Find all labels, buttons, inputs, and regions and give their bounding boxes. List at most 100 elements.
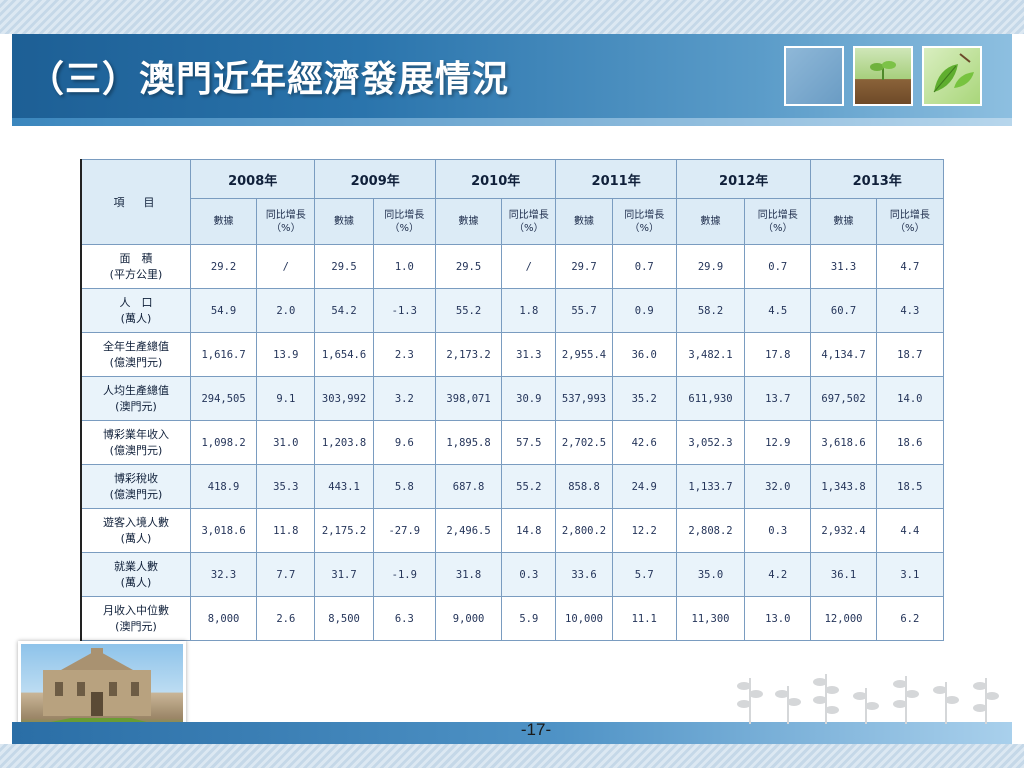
- table-row: 人 口 (萬人) 54.9 2.0 54.2 -1.3 55.2 1.8 55.7 0.9 58.2…: [79, 288, 945, 333]
- growth-value-cell: 7.7: [256, 552, 316, 597]
- subheader-row: 數據 同比增長 （%） 數據 同比增長 （%） 數據 同比增長 （%） 數據 同比增長…: [81, 198, 945, 245]
- growth-value-cell: 4.3: [875, 288, 945, 333]
- data-subheader: 數據: [434, 198, 503, 245]
- growth-value-cell: 2.3: [372, 332, 436, 377]
- growth-value-cell: 14.8: [501, 508, 557, 553]
- data-value-cell: 858.8: [555, 464, 613, 509]
- growth-value-cell: 0.3: [744, 508, 812, 553]
- growth-value-cell: 17.8: [744, 332, 812, 377]
- growth-value-cell: -27.9: [372, 508, 436, 553]
- leaf-image-icon: [922, 46, 982, 106]
- growth-value-cell: 4.2: [744, 552, 812, 597]
- row-unit: (平方公里): [109, 267, 163, 281]
- growth-value-cell: 24.9: [611, 464, 677, 509]
- growth-value-cell: 36.0: [611, 332, 677, 377]
- table-row: 博彩業年收入 (億澳門元) 1,098.2 31.0 1,203.8 9.6 1,895.8…: [79, 420, 945, 465]
- sprout-image-icon: [853, 46, 913, 106]
- row-label-cell: 人 口 (萬人): [79, 288, 191, 333]
- data-subheader: 數據: [675, 198, 746, 245]
- row-label: 遊客入境人數: [102, 515, 169, 529]
- growth-value-cell: 1.8: [501, 288, 557, 333]
- growth-subheader-line2: （%）: [514, 222, 544, 234]
- growth-value-cell: /: [501, 244, 557, 289]
- growth-value-cell: 3.2: [372, 376, 436, 421]
- data-subheader: 數據: [555, 198, 613, 245]
- growth-value-cell: 11.1: [611, 596, 677, 641]
- data-value-cell: 8,000: [189, 596, 258, 641]
- growth-value-cell: 12.9: [744, 420, 812, 465]
- growth-value-cell: 35.2: [611, 376, 677, 421]
- data-value-cell: 1,895.8: [434, 420, 503, 465]
- data-subheader: 數據: [314, 198, 374, 245]
- row-label-cell: 博彩業年收入 (億澳門元): [79, 420, 191, 465]
- growth-value-cell: 0.7: [611, 244, 677, 289]
- data-value-cell: 8,500: [314, 596, 374, 641]
- growth-subheader-line1: 同比增長: [624, 209, 665, 221]
- growth-value-cell: 4.4: [875, 508, 945, 553]
- data-value-cell: 36.1: [810, 552, 877, 597]
- growth-value-cell: -1.9: [372, 552, 436, 597]
- data-value-cell: 11,300: [675, 596, 746, 641]
- growth-value-cell: /: [256, 244, 316, 289]
- growth-subheader: 同比增長 （%）: [744, 198, 812, 245]
- table-body: 面 積 (平方公里) 29.2/29.5 1.0 29.5/29.7 0.7 29.9 0.7…: [79, 244, 945, 641]
- growth-value-cell: 55.2: [501, 464, 557, 509]
- growth-subheader-line2: （%）: [629, 222, 659, 234]
- growth-value-cell: 13.0: [744, 596, 812, 641]
- data-value-cell: 303,992: [314, 376, 374, 421]
- table-row: 就業人數 (萬人) 32.3 7.7 31.7 -1.9 31.8 0.3 33.6 5.7 35.…: [79, 552, 945, 597]
- row-label: 就業人數: [113, 559, 158, 573]
- year-header: 2013年: [810, 159, 944, 199]
- data-value-cell: 54.9: [189, 288, 258, 333]
- data-value-cell: 60.7: [810, 288, 877, 333]
- row-label: 博彩稅收: [113, 471, 158, 485]
- data-value-cell: 10,000: [555, 596, 613, 641]
- data-value-cell: 55.7: [555, 288, 613, 333]
- data-value-cell: 32.3: [189, 552, 258, 597]
- data-value-cell: 3,052.3: [675, 420, 746, 465]
- growth-value-cell: 42.6: [611, 420, 677, 465]
- data-value-cell: 1,203.8: [314, 420, 374, 465]
- data-value-cell: 2,702.5: [555, 420, 613, 465]
- data-value-cell: 1,616.7: [189, 332, 258, 377]
- growth-value-cell: 0.7: [744, 244, 812, 289]
- growth-subheader-line2: （%）: [763, 222, 793, 234]
- table-row: 人均生產總值 (澳門元) 294,505 9.1 303,992 3.2 398,071 30…: [79, 376, 945, 421]
- data-value-cell: 611,930: [675, 376, 746, 421]
- row-label-cell: 就業人數 (萬人): [79, 552, 191, 597]
- growth-value-cell: 13.7: [744, 376, 812, 421]
- data-value-cell: 29.5: [434, 244, 503, 289]
- growth-subheader-line2: （%）: [389, 222, 420, 234]
- thumbnail-plain-square: [784, 46, 844, 106]
- row-label: 全年生產總值: [102, 339, 169, 353]
- table-row: 遊客入境人數 (萬人) 3,018.6 11.8 2,175.2 -27.9 2,496.5…: [79, 508, 945, 553]
- data-value-cell: 2,955.4: [555, 332, 613, 377]
- data-value-cell: 29.9: [675, 244, 746, 289]
- row-label-cell: 人均生產總值 (澳門元): [79, 376, 191, 421]
- growth-value-cell: 13.9: [256, 332, 316, 377]
- data-value-cell: 443.1: [314, 464, 374, 509]
- data-value-cell: 3,018.6: [189, 508, 258, 553]
- data-value-cell: 2,175.2: [314, 508, 374, 553]
- growth-subheader-line1: 同比增長: [384, 209, 425, 221]
- data-value-cell: 55.2: [434, 288, 503, 333]
- row-unit: (億澳門元): [109, 443, 163, 457]
- row-label-cell: 全年生產總值 (億澳門元): [79, 332, 191, 377]
- data-subheader: 數據: [810, 198, 877, 245]
- data-value-cell: 2,932.4: [810, 508, 877, 553]
- year-header: 2008年: [189, 159, 316, 199]
- row-label: 人 口: [119, 295, 153, 309]
- data-value-cell: 12,000: [810, 596, 877, 641]
- data-value-cell: 294,505: [189, 376, 258, 421]
- table-row: 面 積 (平方公里) 29.2/29.5 1.0 29.5/29.7 0.7 29.9 0.7…: [79, 244, 945, 289]
- data-value-cell: 2,496.5: [434, 508, 503, 553]
- table-row: 月收入中位數 (澳門元) 8,000 2.6 8,500 6.3 9,000 5.9 10,00…: [79, 596, 945, 641]
- growth-subheader: 同比增長 （%）: [875, 198, 945, 245]
- economic-data-table: 項 目 2008年 2009年 2010年 2011年 2012年 2013年 …: [79, 159, 945, 641]
- data-value-cell: 33.6: [555, 552, 613, 597]
- year-header: 2012年: [675, 159, 812, 199]
- data-value-cell: 3,482.1: [675, 332, 746, 377]
- data-value-cell: 31.7: [314, 552, 374, 597]
- row-unit: (萬人): [120, 575, 152, 589]
- growth-value-cell: 31.3: [501, 332, 557, 377]
